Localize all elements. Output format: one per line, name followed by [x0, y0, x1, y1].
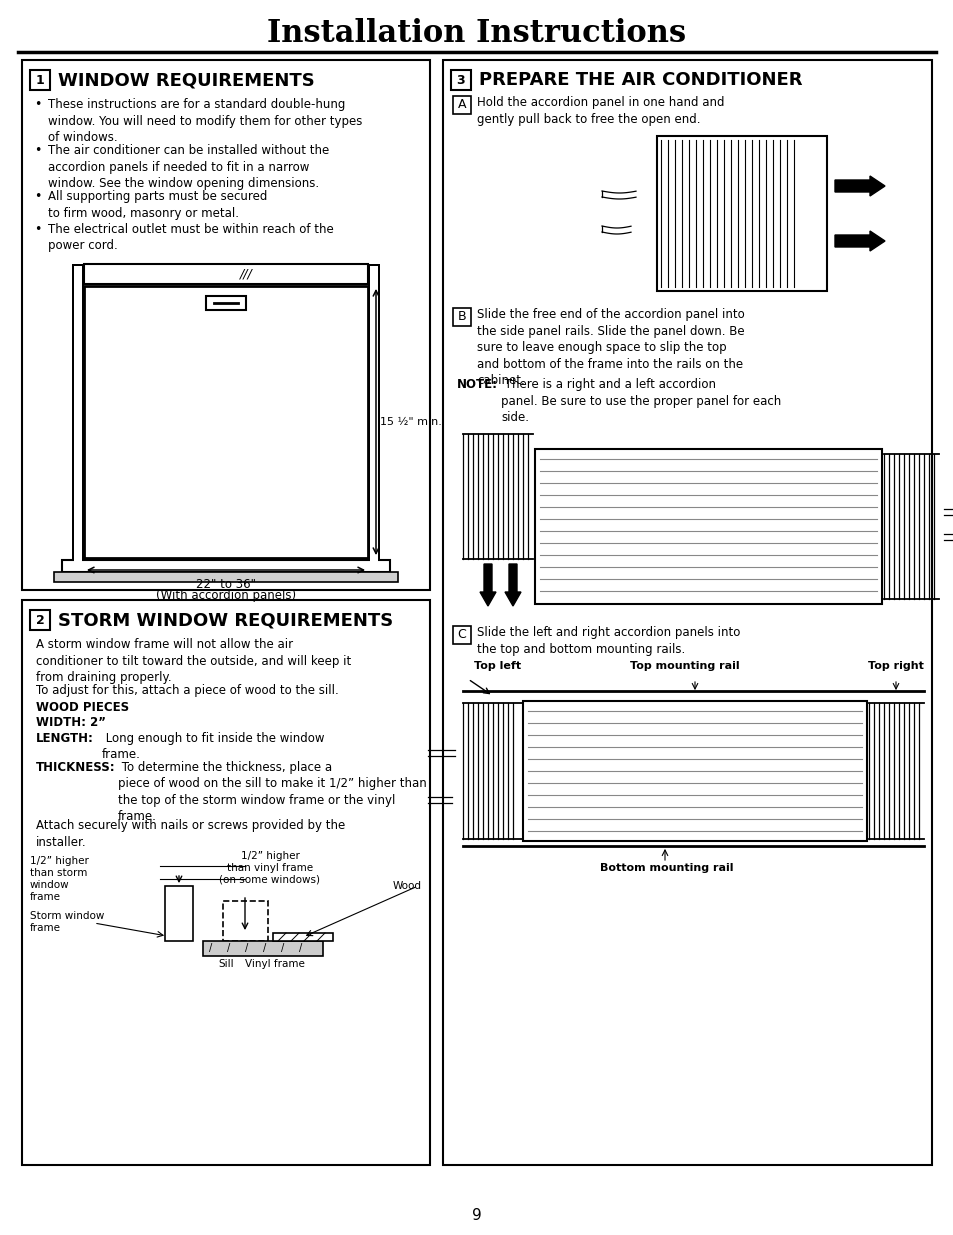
Text: Vinyl frame: Vinyl frame	[245, 960, 305, 969]
Text: LENGTH:: LENGTH:	[36, 732, 93, 745]
Bar	[453, 96, 471, 114]
Text: There is a right and a left accordion
panel. Be sure to use the proper panel for: There is a right and a left accordion pa…	[500, 378, 781, 424]
Bar	[451, 70, 471, 90]
Bar	[62, 559, 390, 572]
Text: 22" to 36": 22" to 36"	[195, 578, 255, 590]
Text: A: A	[457, 99, 466, 111]
Text: /: /	[245, 944, 249, 953]
Text: The electrical outlet must be within reach of the
power cord.: The electrical outlet must be within rea…	[48, 224, 334, 252]
Bar	[522, 701, 866, 841]
Text: Slide the free end of the accordion panel into
the side panel rails. Slide the p: Slide the free end of the accordion pane…	[476, 308, 744, 387]
Text: To adjust for this, attach a piece of wood to the sill.: To adjust for this, attach a piece of wo…	[36, 684, 338, 697]
Text: /: /	[299, 944, 302, 953]
FancyArrow shape	[834, 231, 884, 251]
Text: /: /	[227, 944, 231, 953]
Text: Long enough to fit inside the window
frame.: Long enough to fit inside the window fra…	[102, 732, 324, 762]
Text: •: •	[34, 98, 42, 111]
Text: NOTE:: NOTE:	[456, 378, 497, 391]
Text: THICKNESS:: THICKNESS:	[36, 761, 115, 774]
Bar	[84, 287, 368, 558]
Text: 9: 9	[472, 1208, 481, 1223]
Text: Top mounting rail: Top mounting rail	[630, 661, 739, 671]
Text: Slide the left and right accordion panels into
the top and bottom mounting rails: Slide the left and right accordion panel…	[476, 626, 740, 656]
Text: Storm window
frame: Storm window frame	[30, 911, 104, 932]
Text: •: •	[34, 190, 42, 203]
Text: These instructions are for a standard double-hung
window. You will need to modif: These instructions are for a standard do…	[48, 98, 362, 144]
Text: Top left: Top left	[474, 661, 521, 671]
Bar	[206, 296, 246, 310]
Text: WOOD PIECES: WOOD PIECES	[36, 701, 129, 714]
Bar	[453, 626, 471, 643]
Text: 15 ½" min.: 15 ½" min.	[379, 417, 441, 427]
Text: WIDTH: 2”: WIDTH: 2”	[36, 716, 106, 729]
Text: Installation Instructions: Installation Instructions	[267, 19, 686, 49]
Bar	[22, 61, 430, 590]
Text: (With accordion panels): (With accordion panels)	[155, 589, 295, 603]
Text: 2: 2	[35, 614, 45, 626]
Bar	[74, 266, 82, 563]
Text: Sill: Sill	[218, 960, 233, 969]
Bar	[30, 70, 50, 90]
Bar	[165, 885, 193, 941]
Text: ///: ///	[239, 268, 253, 280]
Text: 3: 3	[456, 74, 465, 86]
Text: STORM WINDOW REQUIREMENTS: STORM WINDOW REQUIREMENTS	[58, 611, 393, 629]
Text: To determine the thickness, place a
piece of wood on the sill to make it 1/2” hi: To determine the thickness, place a piec…	[118, 761, 426, 824]
Bar	[453, 308, 471, 326]
FancyArrow shape	[504, 564, 520, 606]
Text: /: /	[209, 944, 213, 953]
Text: 1/2” higher
than vinyl frame
(on some windows): 1/2” higher than vinyl frame (on some wi…	[219, 851, 320, 885]
Text: C: C	[457, 629, 466, 641]
Text: The air conditioner can be installed without the
accordion panels if needed to f: The air conditioner can be installed wit…	[48, 144, 329, 190]
Bar	[442, 61, 931, 1165]
FancyArrow shape	[479, 564, 496, 606]
Text: Bottom mounting rail: Bottom mounting rail	[599, 863, 733, 873]
Bar	[203, 941, 323, 956]
Bar	[368, 264, 379, 564]
FancyArrow shape	[834, 177, 884, 196]
Bar	[535, 450, 882, 604]
Bar	[71, 264, 84, 564]
Bar	[84, 264, 368, 284]
Text: Attach securely with nails or screws provided by the
installer.: Attach securely with nails or screws pro…	[36, 819, 345, 848]
Text: Hold the accordion panel in one hand and
gently pull back to free the open end.: Hold the accordion panel in one hand and…	[476, 96, 723, 126]
Text: •: •	[34, 144, 42, 157]
Text: 1: 1	[35, 74, 45, 86]
Text: A storm window frame will not allow the air
conditioner to tilt toward the outsi: A storm window frame will not allow the …	[36, 638, 351, 684]
Bar	[54, 572, 397, 582]
Text: •: •	[34, 224, 42, 236]
Text: 1/2” higher
than storm
window
frame: 1/2” higher than storm window frame	[30, 856, 89, 902]
Bar	[22, 600, 430, 1165]
Text: Top right: Top right	[867, 661, 923, 671]
Bar	[30, 610, 50, 630]
Text: WINDOW REQUIREMENTS: WINDOW REQUIREMENTS	[58, 70, 314, 89]
Bar	[223, 902, 268, 941]
Bar	[273, 932, 333, 941]
Bar	[370, 266, 377, 563]
Text: B: B	[457, 310, 466, 324]
Text: All supporting parts must be secured
to firm wood, masonry or metal.: All supporting parts must be secured to …	[48, 190, 267, 220]
Text: Wood: Wood	[393, 881, 421, 890]
Bar	[657, 136, 826, 291]
Text: PREPARE THE AIR CONDITIONER: PREPARE THE AIR CONDITIONER	[478, 70, 801, 89]
Text: /: /	[281, 944, 284, 953]
Text: /: /	[263, 944, 266, 953]
